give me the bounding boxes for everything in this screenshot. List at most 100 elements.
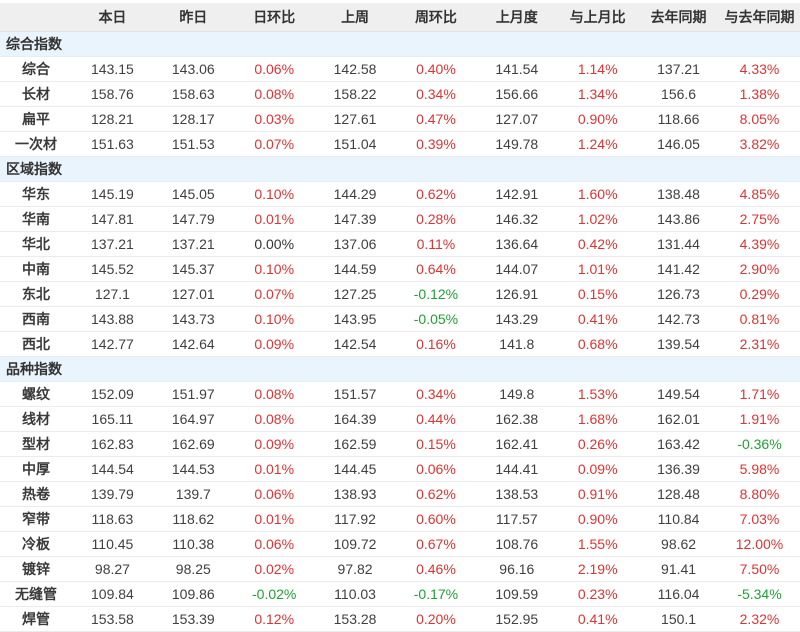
section-title: 品种指数 — [0, 356, 800, 382]
index-row: 焊管 153.58 153.39 0.12% 153.28 0.20% 152.95 0.41… — [0, 606, 800, 632]
row-label: 型材 — [0, 431, 72, 457]
value-cell: 143.95 — [314, 306, 396, 332]
value-cell: 142.91 — [476, 181, 558, 207]
value-cell: 145.52 — [72, 256, 153, 282]
change-cell: 1.55% — [557, 531, 639, 557]
change-cell: 0.47% — [395, 106, 477, 132]
change-cell: 2.90% — [719, 256, 800, 282]
change-cell: 0.09% — [557, 456, 639, 482]
value-cell: 149.78 — [476, 131, 558, 157]
value-cell: 152.09 — [72, 381, 153, 407]
value-cell: 162.69 — [152, 431, 234, 457]
value-cell: 109.86 — [152, 581, 234, 607]
price-index-table: 本日 昨日 日环比 上周 周环比 上月度 与上月比 去年同期 与去年同期 综合指… — [0, 3, 800, 632]
index-row: 线材 165.11 164.97 0.08% 164.39 0.44% 162.38 1.68… — [0, 406, 800, 432]
change-cell: 1.01% — [557, 256, 639, 282]
value-cell: 141.42 — [638, 256, 719, 282]
index-row: 无缝管 109.84 109.86 -0.02% 110.03 -0.17% 109.59 0… — [0, 581, 800, 607]
change-cell: 0.10% — [233, 256, 315, 282]
value-cell: 97.82 — [314, 556, 396, 582]
change-cell: -0.12% — [395, 281, 477, 307]
value-cell: 127.1 — [72, 281, 153, 307]
change-cell: 0.34% — [395, 81, 477, 107]
value-cell: 98.27 — [72, 556, 153, 582]
row-label: 扁平 — [0, 106, 72, 132]
value-cell: 162.83 — [72, 431, 153, 457]
change-cell: 0.67% — [395, 531, 477, 557]
change-cell: -0.17% — [395, 581, 477, 607]
value-cell: 136.39 — [638, 456, 719, 482]
table-header-row: 本日 昨日 日环比 上周 周环比 上月度 与上月比 去年同期 与去年同期 — [0, 3, 800, 32]
index-row: 热卷 139.79 139.7 0.06% 138.93 0.62% 138.53 0.91%… — [0, 481, 800, 507]
value-cell: 143.06 — [152, 56, 234, 82]
value-cell: 126.73 — [638, 281, 719, 307]
value-cell: 147.81 — [72, 206, 153, 232]
index-row: 西北 142.77 142.64 0.09% 142.54 0.16% 141.8 0.68%… — [0, 331, 800, 357]
value-cell: 158.76 — [72, 81, 153, 107]
value-cell: 142.64 — [152, 331, 234, 357]
value-cell: 98.62 — [638, 531, 719, 557]
change-cell: 1.91% — [719, 406, 800, 432]
column-header-last-month: 上月度 — [476, 3, 558, 32]
change-cell: 0.60% — [395, 506, 477, 532]
column-header-last-week: 上周 — [314, 3, 396, 32]
change-cell: 1.60% — [557, 181, 639, 207]
value-cell: 127.61 — [314, 106, 396, 132]
change-cell: 0.34% — [395, 381, 477, 407]
change-cell: 0.42% — [557, 231, 639, 257]
change-cell: 0.91% — [557, 481, 639, 507]
value-cell: 143.15 — [72, 56, 153, 82]
value-cell: 151.04 — [314, 131, 396, 157]
change-cell: 0.20% — [395, 606, 477, 632]
index-row: 西南 143.88 143.73 0.10% 143.95 -0.05% 143.29 0.4… — [0, 306, 800, 332]
value-cell: 127.25 — [314, 281, 396, 307]
change-cell: 0.64% — [395, 256, 477, 282]
value-cell: 149.8 — [476, 381, 558, 407]
change-cell: 4.85% — [719, 181, 800, 207]
row-label: 中南 — [0, 256, 72, 282]
section-header-row: 品种指数 — [0, 356, 800, 382]
change-cell: 0.44% — [395, 406, 477, 432]
change-cell: 0.06% — [233, 531, 315, 557]
value-cell: 156.6 — [638, 81, 719, 107]
change-cell: 0.06% — [233, 481, 315, 507]
index-row: 中南 145.52 145.37 0.10% 144.59 0.64% 144.07 1.01… — [0, 256, 800, 282]
change-cell: 0.12% — [233, 606, 315, 632]
change-cell: 5.98% — [719, 456, 800, 482]
index-row: 东北 127.1 127.01 0.07% 127.25 -0.12% 126.91 0.15… — [0, 281, 800, 307]
value-cell: 143.29 — [476, 306, 558, 332]
change-cell: 1.71% — [719, 381, 800, 407]
change-cell: 0.07% — [233, 131, 315, 157]
value-cell: 150.1 — [638, 606, 719, 632]
value-cell: 142.73 — [638, 306, 719, 332]
index-row: 螺纹 152.09 151.97 0.08% 151.57 0.34% 149.8 1.53%… — [0, 381, 800, 407]
value-cell: 156.66 — [476, 81, 558, 107]
value-cell: 137.21 — [638, 56, 719, 82]
change-cell: 0.81% — [719, 306, 800, 332]
change-cell: 0.41% — [557, 306, 639, 332]
change-cell: 0.09% — [233, 431, 315, 457]
value-cell: 118.66 — [638, 106, 719, 132]
change-cell: -5.34% — [719, 581, 800, 607]
change-cell: 8.80% — [719, 481, 800, 507]
value-cell: 98.25 — [152, 556, 234, 582]
change-cell: 0.08% — [233, 381, 315, 407]
value-cell: 137.06 — [314, 231, 396, 257]
change-cell: 1.34% — [557, 81, 639, 107]
value-cell: 110.03 — [314, 581, 396, 607]
change-cell: 7.03% — [719, 506, 800, 532]
section-title: 综合指数 — [0, 31, 800, 57]
row-label: 中厚 — [0, 456, 72, 482]
index-row: 长材 158.76 158.63 0.08% 158.22 0.34% 156.66 1.34… — [0, 81, 800, 107]
column-header-yesterday: 昨日 — [152, 3, 234, 32]
change-cell: 0.10% — [233, 306, 315, 332]
value-cell: 110.38 — [152, 531, 234, 557]
value-cell: 147.79 — [152, 206, 234, 232]
change-cell: 0.40% — [395, 56, 477, 82]
section-header-row: 综合指数 — [0, 31, 800, 57]
index-row: 华南 147.81 147.79 0.01% 147.39 0.28% 146.32 1.02… — [0, 206, 800, 232]
value-cell: 162.41 — [476, 431, 558, 457]
column-header-yearly-change: 与去年同期 — [719, 3, 800, 32]
value-cell: 110.45 — [72, 531, 153, 557]
